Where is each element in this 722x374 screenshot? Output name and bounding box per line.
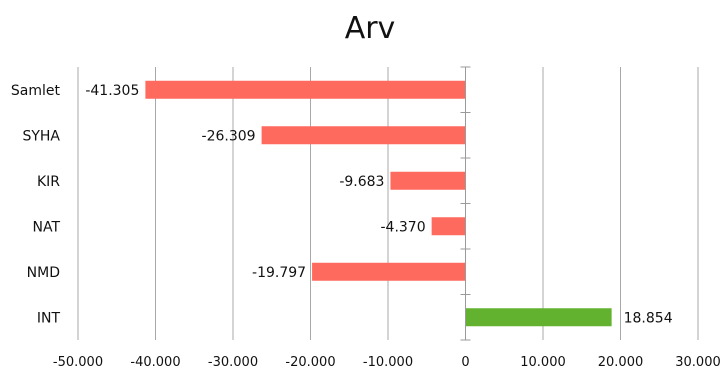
bars [145, 80, 612, 327]
tick-label: 30.000 [675, 355, 721, 370]
data-labels: -41.305 -26.309 -9.683 -4.370 -19.797 18.854 [85, 83, 672, 327]
tick-label: -10.000 [363, 355, 413, 370]
tick-label: -20.000 [285, 355, 335, 370]
value-axis [460, 66, 471, 341]
data-label: -19.797 [252, 265, 306, 281]
category-label: INT [37, 310, 61, 326]
data-label: -26.309 [202, 128, 256, 144]
tick-label: 10.000 [520, 355, 566, 370]
gridlines [77, 67, 699, 340]
tick-label: 0 [461, 355, 469, 370]
bar-kir [390, 171, 466, 190]
category-label: SYHA [22, 128, 60, 144]
category-label: KIR [37, 174, 60, 190]
bar-nat [431, 217, 466, 236]
category-label: NAT [32, 219, 60, 235]
data-label: -4.370 [380, 219, 425, 235]
tick-labels: -50.000 -40.000 -30.000 -20.000 -10.000 0 10.0… [53, 355, 721, 370]
category-label: NMD [27, 265, 60, 281]
category-labels: Samlet SYHA KIR NAT NMD INT [11, 83, 61, 327]
bar-int [465, 308, 612, 327]
tick-label: -30.000 [208, 355, 258, 370]
tick-label: 20.000 [598, 355, 644, 370]
tick-label: -40.000 [130, 355, 180, 370]
bar-nmd [312, 262, 466, 281]
data-label: -9.683 [339, 174, 384, 190]
data-label: 18.854 [624, 310, 673, 326]
bar-syha [261, 126, 466, 145]
category-label: Samlet [11, 83, 61, 99]
chart-title: Arv [345, 11, 396, 46]
data-label: -41.305 [85, 83, 139, 99]
tick-label: -50.000 [53, 355, 103, 370]
bar-samlet [145, 80, 466, 99]
